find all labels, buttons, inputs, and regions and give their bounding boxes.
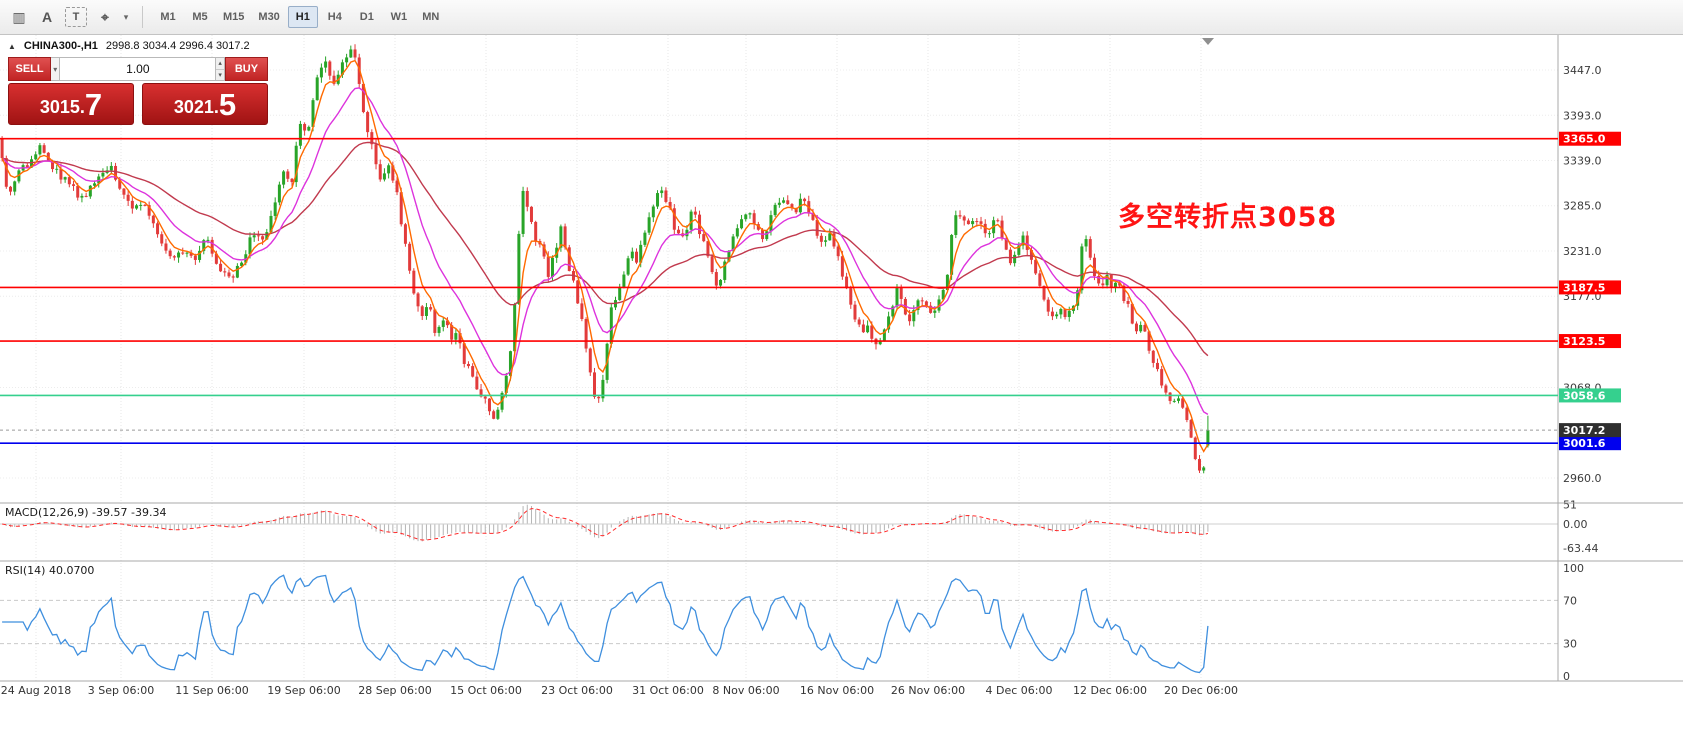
timeframe-M5[interactable]: M5 [192,11,208,23]
trade-prices-row: 3015. 7 3021. 5 [8,83,268,125]
svg-text:19 Sep 06:00: 19 Sep 06:00 [267,684,340,697]
timeframe-W1[interactable]: W1 [390,11,408,23]
toolbar-separator [142,6,143,28]
svg-text:0: 0 [1563,670,1570,683]
chart-shift-marker [1202,38,1214,45]
toolbar-icon-group: ▥ A T ⌖ ▾ [6,5,132,29]
volume-decrement-icon[interactable]: ▾ [216,69,224,80]
top-toolbar: ▥ A T ⌖ ▾ M1 M5 M15 M30 H1 H4 D1 W1 MN [0,0,1683,35]
svg-text:16 Nov 06:00: 16 Nov 06:00 [800,684,874,697]
svg-text:8 Nov 06:00: 8 Nov 06:00 [712,684,779,697]
svg-text:3393.0: 3393.0 [1563,109,1602,122]
bid-price-main: 3015. [39,97,85,117]
svg-text:0.00: 0.00 [1563,518,1588,531]
timeframe-M30[interactable]: M30 [258,11,280,23]
svg-text:-63.44: -63.44 [1563,542,1598,555]
svg-text:3123.5: 3123.5 [1563,335,1605,348]
svg-text:3058.6: 3058.6 [1563,389,1606,402]
svg-text:20 Dec 06:00: 20 Dec 06:00 [1164,684,1238,697]
chart-canvas[interactable]: 24 Aug 2018 3 Sep 06:00 11 Sep 06:00 19 Sep… [0,35,1683,752]
timeframe-H4[interactable]: H4 [327,11,342,23]
svg-text:23 Oct 06:00: 23 Oct 06:00 [541,684,613,697]
svg-text:3017.2: 3017.2 [1563,424,1605,437]
trade-controls-row: SELL ▾ ▴ ▾ BUY [8,57,268,81]
chart-region: 24 Aug 2018 3 Sep 06:00 11 Sep 06:00 19 Sep… [0,35,1683,752]
grid-layer [0,35,1558,681]
timeframe-button-group: M1 M5 M15 M30 H1 H4 D1 W1 MN [153,6,446,28]
timeframe-M1[interactable]: M1 [160,11,176,23]
svg-text:28 Sep 06:00: 28 Sep 06:00 [358,684,431,697]
timeframe-D1[interactable]: D1 [359,11,374,23]
macd-signal-line [2,508,1209,541]
rsi-title: RSI(14) 40.0700 [5,564,94,577]
svg-text:3231.0: 3231.0 [1563,245,1602,258]
ma-mid-line [1,87,1209,416]
svg-text:12 Dec 06:00: 12 Dec 06:00 [1073,684,1147,697]
timeframe-H1[interactable]: H1 [287,6,318,28]
macd-title: MACD(12,26,9) -39.57 -39.34 [5,506,166,519]
svg-text:2960.0: 2960.0 [1563,472,1602,485]
svg-text:26 Nov 06:00: 26 Nov 06:00 [891,684,965,697]
svg-text:24 Aug 2018: 24 Aug 2018 [1,684,71,697]
svg-text:70: 70 [1563,594,1577,607]
svg-text:31 Oct 06:00: 31 Oct 06:00 [632,684,704,697]
axes-layer: 24 Aug 2018 3 Sep 06:00 11 Sep 06:00 19 Sep… [0,35,1683,697]
tick-chart-icon[interactable]: ▥ [12,8,26,25]
buy-button[interactable]: BUY [224,57,268,81]
timeframe-M15[interactable]: M15 [223,11,245,23]
svg-text:3447.0: 3447.0 [1563,64,1602,77]
sell-button[interactable]: SELL [8,57,52,81]
chart-annotation-text: 多空转折点3058 [1118,202,1338,233]
ask-price-display[interactable]: 3021. 5 [142,83,268,125]
order-options-caret-icon[interactable]: ▾ [51,57,61,81]
svg-text:30: 30 [1563,638,1577,651]
one-click-collapse-icon[interactable]: ▲ [8,41,16,51]
ma-fast-line [1,59,1209,453]
svg-text:15 Oct 06:00: 15 Oct 06:00 [450,684,522,697]
moving-averages-layer [1,59,1209,453]
ma-slow-line [1,141,1209,357]
svg-text:3339.0: 3339.0 [1563,155,1602,168]
rsi-line [2,574,1209,674]
ask-price-main: 3021. [173,97,219,117]
svg-text:11 Sep 06:00: 11 Sep 06:00 [175,684,248,697]
ohlc-values: 2998.8 3034.4 2996.4 3017.2 [105,40,250,52]
crosshair-tool-icon[interactable]: ⌖ [101,8,109,25]
chart-symbol-header: ▲ CHINA300-,H1 2998.8 3034.4 2996.4 3017… [8,40,250,52]
timeframe-MN[interactable]: MN [422,11,440,23]
svg-text:3365.0: 3365.0 [1563,133,1606,146]
svg-text:3285.0: 3285.0 [1563,200,1602,213]
symbol-name: CHINA300-,H1 [23,40,98,52]
bid-price-big-digit: 7 [84,87,103,122]
svg-text:4 Dec 06:00: 4 Dec 06:00 [986,684,1053,697]
volume-spinner[interactable]: ▴ ▾ [215,57,225,81]
svg-text:51: 51 [1563,499,1577,512]
volume-increment-icon[interactable]: ▴ [216,58,224,70]
text-box-icon[interactable]: T [65,7,87,27]
candles-layer [0,44,1210,474]
svg-text:3 Sep 06:00: 3 Sep 06:00 [88,684,154,697]
svg-text:100: 100 [1563,562,1584,575]
volume-input[interactable] [60,57,216,81]
svg-text:3001.6: 3001.6 [1563,437,1606,450]
bid-price-display[interactable]: 3015. 7 [8,83,134,125]
indicator-panels-layer [0,504,1558,674]
ask-price-big-digit: 5 [218,87,237,122]
crosshair-dropdown-caret-icon[interactable]: ▾ [123,11,129,22]
one-click-trading-panel: SELL ▾ ▴ ▾ BUY 3015.7 3021.5 [8,57,268,125]
text-label-icon[interactable]: A [41,9,53,25]
svg-text:3187.5: 3187.5 [1563,281,1605,294]
